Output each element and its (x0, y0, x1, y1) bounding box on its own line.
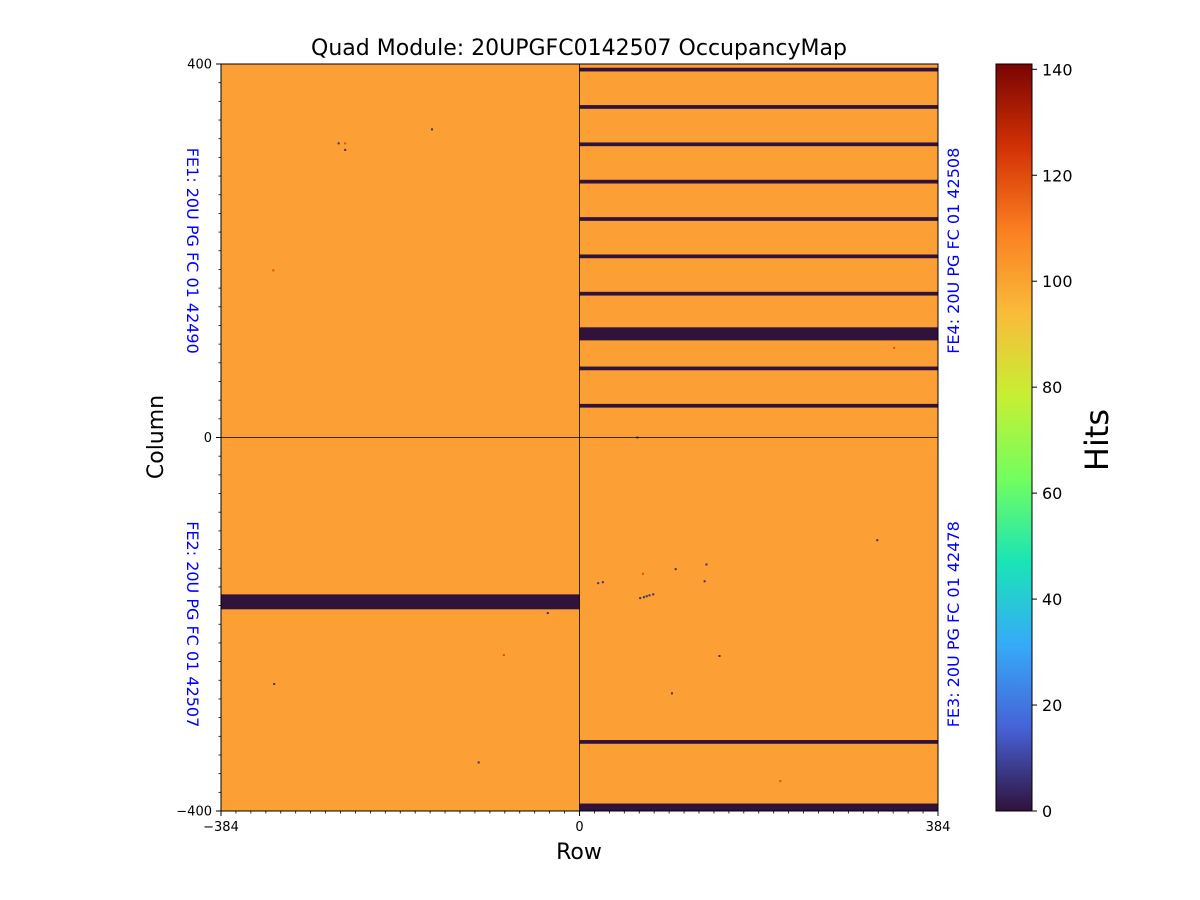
colorbar-tick-label: 0 (1042, 802, 1052, 821)
pixel-22 (273, 683, 276, 686)
pixel-10 (641, 572, 644, 575)
dead-band-fe4-7 (579, 327, 938, 341)
colorbar: 0 20 40 60 80 100 120 140 (995, 60, 1073, 821)
y-tick-label: 400 (187, 58, 212, 73)
x-axis-label: Row (556, 840, 602, 865)
x-tick-label: 0 (575, 820, 583, 835)
dead-band-fe4-9 (579, 403, 938, 408)
fe-label-fe3: FE3: 20U PG FC 01 42478 (944, 521, 963, 727)
pixel-15 (642, 596, 645, 599)
dead-band-fe4-3 (579, 179, 938, 184)
colorbar-tick-label: 20 (1042, 696, 1062, 715)
colorbar-tick-label: 60 (1042, 484, 1062, 503)
colorbar-label: Hits (1078, 409, 1116, 471)
dead-band-fe4-4 (579, 217, 938, 221)
chip-area-fe2 (221, 437, 580, 811)
pixel-1 (344, 142, 347, 145)
x-tick-label: −384 (203, 820, 239, 835)
dead-band-fe4-5 (579, 254, 938, 259)
pixel-18 (652, 593, 655, 596)
plot-area: −384 0 384 400 0 −400 FE1: 20U PG FC 01 42490 F… (176, 58, 963, 836)
dead-band-fe3-11 (579, 740, 938, 744)
chip-area-fe3 (579, 437, 938, 811)
y-axis-label: Column (144, 395, 169, 479)
dead-band-fe3-12 (579, 803, 938, 811)
pixel-23 (670, 692, 673, 695)
pixel-4 (272, 269, 275, 272)
pixel-24 (477, 761, 480, 764)
pixel-0 (337, 142, 340, 145)
fe-label-fe4: FE4: 20U PG FC 01 42508 (944, 148, 963, 354)
pixel-14 (639, 597, 642, 600)
fe-label-fe2: FE2: 20U PG FC 01 42507 (183, 521, 202, 727)
pixel-7 (876, 539, 879, 542)
fe-label-fe1: FE1: 20U PG FC 01 42490 (183, 148, 202, 354)
pixel-2 (344, 148, 347, 151)
pixel-16 (645, 595, 648, 598)
pixel-19 (546, 612, 549, 615)
dead-band-fe4-1 (579, 105, 938, 109)
dead-band-fe4-2 (579, 142, 938, 147)
x-tick-label: 384 (926, 820, 951, 835)
y-tick-label: −400 (176, 805, 212, 820)
dead-band-fe2-10 (221, 594, 580, 610)
colorbar-tick-label: 40 (1042, 590, 1062, 609)
pixel-25 (779, 780, 782, 783)
pixel-8 (705, 563, 708, 566)
pixel-5 (893, 346, 896, 349)
pixel-21 (718, 654, 721, 657)
colorbar-tick-label: 140 (1042, 60, 1073, 79)
colorbar-tick-label: 80 (1042, 378, 1062, 397)
colorbar-bar (995, 63, 1033, 812)
pixel-9 (674, 568, 677, 571)
pixel-3 (430, 128, 433, 131)
pixel-13 (601, 581, 604, 584)
colorbar-tick-label: 120 (1042, 166, 1073, 185)
chip-area-fe1 (221, 64, 580, 438)
dead-band-fe4-0 (579, 67, 938, 72)
pixel-11 (703, 580, 706, 583)
pixel-17 (648, 594, 651, 597)
colorbar-tick-label: 100 (1042, 272, 1073, 291)
chip-area-fe4 (579, 64, 938, 438)
chart-title: Quad Module: 20UPGFC0142507 OccupancyMap (311, 36, 847, 61)
pixel-12 (597, 582, 600, 585)
dead-band-fe4-6 (579, 291, 938, 296)
dead-band-fe4-8 (579, 366, 938, 371)
pixel-20 (502, 654, 505, 657)
y-tick-label: 0 (204, 431, 212, 446)
